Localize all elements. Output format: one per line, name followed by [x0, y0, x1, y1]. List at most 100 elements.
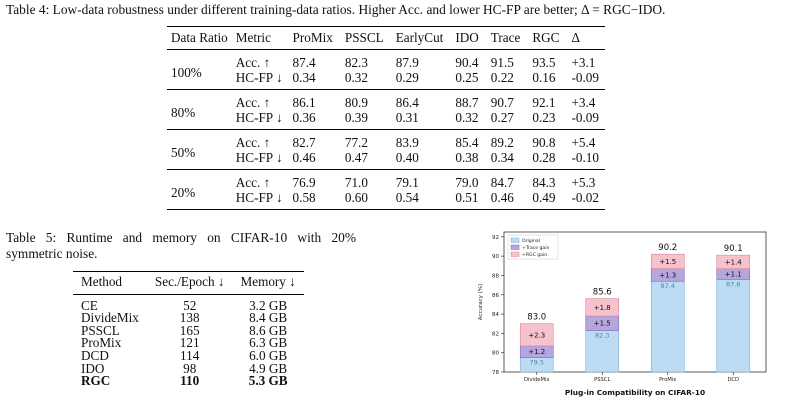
value-cell: 110	[180, 373, 200, 389]
value-cell: -0.09	[571, 70, 599, 85]
table4-group: 100% Acc. ↑ 87.4 82.3 87.9 90.4 91.5 93.5 +3.1 HC…	[167, 50, 605, 90]
value-cell: +5.4	[571, 135, 596, 150]
bar-value-label: +1.3	[659, 271, 676, 279]
value-cell: -0.10	[571, 150, 599, 165]
value-cell: 8.6 GB	[249, 322, 288, 338]
table-row: 50% Acc. ↑ 82.7 77.2 83.9 85.4 89.2 90.8 +5.4	[167, 130, 605, 159]
value-cell: 87.9	[395, 55, 419, 70]
value-cell: 5.3 GB	[248, 373, 288, 389]
table-row: ProMix 121 6.3 GB	[73, 336, 304, 350]
value-cell: +3.4	[571, 95, 596, 110]
value-cell: 82.3	[344, 55, 368, 70]
table-row: PSSCL 165 8.6 GB	[73, 322, 304, 338]
y-tick-label: 86	[492, 293, 499, 299]
table-row: HC-FP ↓ 0.58 0.60 0.54 0.51 0.46 0.49 -0.02	[167, 190, 605, 210]
value-cell: 6.0 GB	[249, 347, 288, 363]
table4-header-cell: Data Ratio	[171, 30, 228, 45]
data-ratio-cell: 20%	[171, 184, 196, 200]
value-cell: 90.8	[532, 135, 556, 150]
value-cell: -0.09	[571, 110, 599, 125]
table5-header-row: Method Sec./Epoch ↓ Memory ↓	[73, 271, 304, 295]
method-cell: CE	[81, 297, 98, 313]
bar-value-label: +1.5	[659, 258, 676, 266]
y-tick-label: 80	[492, 351, 499, 357]
value-cell: 0.51	[455, 190, 479, 205]
y-tick-label: 78	[492, 370, 499, 376]
value-cell: 0.31	[395, 110, 419, 125]
bar-value-label: +1.5	[594, 320, 611, 328]
value-cell: 79.1	[395, 175, 419, 190]
bar-value-label: +1.1	[725, 271, 742, 279]
method-cell: PSSCL	[81, 322, 120, 338]
method-cell: RGC	[81, 373, 111, 389]
chart-title: Plug-in Compatibility on CIFAR-10	[565, 388, 705, 397]
value-cell: 4.9 GB	[249, 360, 288, 376]
value-cell: 0.54	[395, 190, 419, 205]
metric-cell: Acc. ↑	[235, 95, 271, 110]
table4-caption-text: Table 4: Low-data robustness under diffe…	[6, 2, 666, 17]
y-tick-label: 84	[492, 312, 499, 318]
bar-total-label: 85.6	[593, 288, 612, 298]
value-cell: 85.4	[455, 135, 479, 150]
x-tick-label: PSSCL	[594, 377, 610, 383]
bar-segment	[585, 298, 620, 317]
bar-value-label: 87.6	[726, 280, 740, 288]
table4: Data Ratio Metric ProMix PSSCL EarlyCut IDO Tr…	[167, 26, 605, 210]
value-cell: 93.5	[532, 55, 556, 70]
table4-header-cell: Trace	[490, 30, 521, 45]
bar-segment	[519, 323, 554, 347]
value-cell: 0.46	[490, 190, 514, 205]
value-cell: 88.7	[455, 95, 479, 110]
y-tick-label: 92	[492, 235, 499, 241]
value-cell: 0.28	[532, 150, 556, 165]
legend-swatch	[510, 244, 520, 250]
metric-cell: Acc. ↑	[235, 135, 271, 150]
value-cell: 0.23	[532, 110, 556, 125]
legend-label: +RGC gain	[522, 252, 547, 258]
table4-header-cell: Δ	[571, 30, 580, 45]
table-row: HC-FP ↓ 0.46 0.47 0.40 0.38 0.34 0.28 -0.10	[167, 150, 605, 170]
bar-total-label: 90.1	[724, 244, 743, 254]
value-cell: 89.2	[490, 135, 514, 150]
value-cell: 0.27	[490, 110, 514, 125]
table4-header-row: Data Ratio Metric ProMix PSSCL EarlyCut IDO Tr…	[167, 26, 605, 50]
value-cell: 0.22	[490, 70, 514, 85]
value-cell: +5.3	[571, 175, 596, 190]
data-ratio-cell: 50%	[171, 144, 196, 160]
table-row: HC-FP ↓ 0.36 0.39 0.31 0.32 0.27 0.23 -0.09	[167, 110, 605, 130]
x-tick-label: DCD	[727, 377, 739, 383]
table-row: RGC 110 5.3 GB	[73, 373, 304, 389]
method-cell: IDO	[81, 360, 105, 376]
value-cell: 0.25	[455, 70, 479, 85]
value-cell: 0.32	[344, 70, 368, 85]
value-cell: 71.0	[344, 175, 368, 190]
table4-header-cell: RGC	[532, 30, 560, 45]
value-cell: 90.7	[490, 95, 514, 110]
plot-frame	[503, 231, 767, 373]
value-cell: 0.38	[455, 150, 479, 165]
data-ratio-cell: 80%	[171, 104, 196, 120]
table4-header-cell: EarlyCut	[395, 30, 444, 45]
value-cell: 8.4 GB	[249, 310, 288, 326]
bar-total-label: 83.0	[527, 313, 546, 323]
table-row: 80% Acc. ↑ 86.1 80.9 86.4 88.7 90.7 92.1 +3.4	[167, 90, 605, 119]
legend-swatch	[510, 251, 520, 257]
table-row: HC-FP ↓ 0.34 0.32 0.29 0.25 0.22 0.16 -0.09	[167, 70, 605, 90]
table5: Method Sec./Epoch ↓ Memory ↓ CE 52 3.2 GB Div…	[73, 271, 304, 388]
value-cell: 3.2 GB	[249, 297, 288, 313]
table4-group: 80% Acc. ↑ 86.1 80.9 86.4 88.7 90.7 92.1 +3.4 HC-…	[167, 90, 605, 130]
value-cell: 90.4	[455, 55, 479, 70]
bar-value-label: 87.4	[661, 282, 675, 290]
value-cell: 0.60	[344, 190, 368, 205]
value-cell: +3.1	[571, 55, 596, 70]
bar-value-label: +2.3	[528, 331, 545, 339]
table-row: DivideMix 138 8.4 GB	[73, 310, 304, 326]
value-cell: 87.4	[292, 55, 316, 70]
value-cell: 0.39	[344, 110, 368, 125]
bar-total-label: 90.2	[658, 243, 677, 253]
table4-header-cell: ProMix	[292, 30, 333, 45]
table5-header-cell: Memory ↓	[240, 274, 296, 289]
table-row: IDO 98 4.9 GB	[73, 360, 304, 376]
table4-header-cell: PSSCL	[344, 30, 384, 45]
table-row: DCD 114 6.0 GB	[73, 347, 304, 363]
